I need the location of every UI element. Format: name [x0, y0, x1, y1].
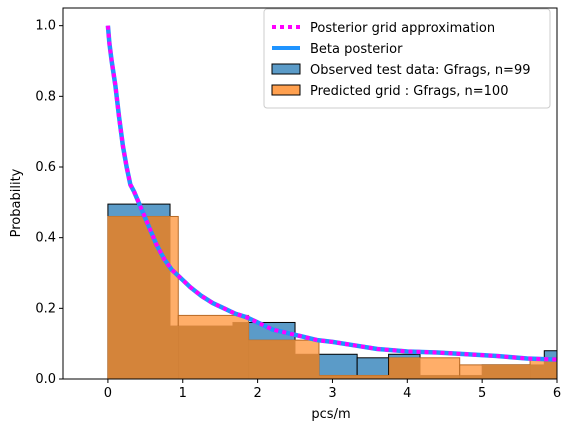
overlap-bar [530, 364, 545, 379]
overlap-bar [248, 340, 296, 379]
x-tick-label: 6 [553, 386, 561, 401]
overlap-bar [459, 375, 483, 379]
legend-label-observed: Observed test data: Gfrags, n=99 [310, 63, 531, 78]
overlap-bar [107, 216, 171, 379]
overlap-bar [178, 326, 233, 379]
overlap-bar [482, 364, 531, 379]
legend-label-beta: Beta posterior [310, 42, 403, 57]
y-tick-label: 0.0 [35, 372, 56, 387]
x-tick-label: 4 [403, 386, 411, 401]
x-tick-label: 1 [179, 386, 187, 401]
x-tick-label: 2 [253, 386, 261, 401]
x-tick-label: 3 [328, 386, 336, 401]
overlap-bar [295, 354, 319, 379]
axes [62, 7, 558, 380]
y-tick-label: 0.2 [35, 301, 56, 316]
overlap-bar [544, 357, 557, 379]
legend-label-grid: Posterior grid approximation [310, 21, 495, 36]
overlap-bar [232, 322, 249, 379]
overlap-bar [388, 375, 390, 379]
overlap-bar [170, 326, 179, 379]
x-axis-label: pcs/m [311, 407, 350, 422]
overlap-bar [389, 357, 421, 379]
legend-marker-predicted [271, 84, 301, 96]
overlap-bar [357, 375, 389, 379]
legend-marker-observed [271, 63, 301, 75]
y-tick-label: 0.4 [35, 231, 56, 246]
x-tick-label: 0 [104, 386, 112, 401]
y-tick-label: 1.0 [35, 19, 56, 34]
x-tick-label: 5 [478, 386, 486, 401]
legend: Posterior grid approximation Beta poster… [263, 8, 551, 109]
posterior-lines [105, 25, 558, 362]
ticks: 0 1 2 3 4 5 6 0.0 0.2 0.4 0.6 0.8 1.0 [35, 19, 561, 401]
plot-frame [62, 7, 558, 380]
y-axis-label: Probability [9, 168, 24, 237]
grid-approximation-line [105, 25, 558, 362]
overlap-bar [318, 375, 358, 379]
legend-label-predicted: Predicted grid : Gfrags, n=100 [310, 84, 508, 99]
predicted-bars [107, 215, 558, 380]
y-tick-label: 0.8 [35, 89, 56, 104]
y-tick-label: 0.6 [35, 160, 56, 175]
legend-frame [263, 8, 551, 109]
overlap-bar [420, 375, 460, 379]
